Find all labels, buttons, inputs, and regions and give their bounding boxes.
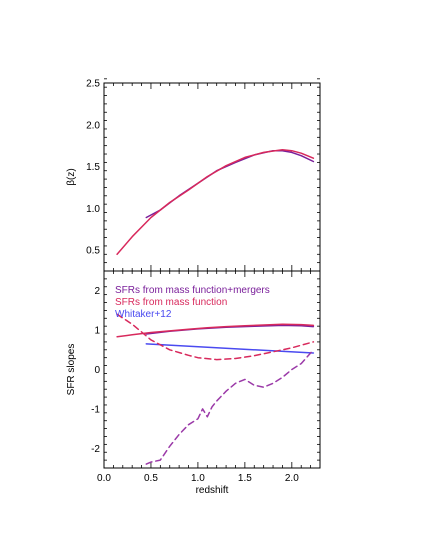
y-tick-label: 0	[94, 365, 100, 376]
y-axis-label: SFR slopes	[66, 344, 77, 396]
x-tick-label: 1.0	[191, 473, 205, 484]
y-tick-label: 1.5	[86, 162, 100, 173]
x-tick-label: 0.5	[144, 473, 158, 484]
y-tick-label: -1	[91, 404, 100, 415]
y-tick-label: 2	[94, 286, 100, 297]
plot-frame-bottom	[103, 270, 321, 469]
bottom-series-4-line	[145, 349, 315, 465]
plot-frame-top	[103, 82, 321, 272]
legend-entry: SFRs from mass function	[115, 297, 227, 308]
y-tick-label: 1	[94, 326, 100, 337]
y-axis-label: β(z)	[66, 168, 77, 185]
y-tick-label: 2.5	[86, 79, 100, 90]
x-tick-label: 0.0	[97, 473, 111, 484]
bottom-series-1-line	[116, 323, 315, 338]
y-tick-label: 2.0	[86, 120, 100, 131]
bottom-series-2-line	[145, 343, 315, 354]
x-tick-label: 2.0	[285, 473, 299, 484]
x-tick-label: 1.5	[238, 473, 252, 484]
legend-entry: Whitaker+12	[115, 309, 172, 320]
y-tick-label: 0.5	[86, 246, 100, 257]
x-axis-label: redshift	[196, 485, 229, 496]
top-series-0-line	[145, 149, 315, 219]
bottom-series-3-line	[116, 313, 315, 361]
top-series-1-line	[116, 149, 315, 256]
legend-entry: SFRs from mass function+mergers	[115, 285, 270, 296]
bottom-panel: -2 -1 0 1 2 0.0 0.5 1.0 1.5 2.0 SFR slopes redshift…	[66, 270, 321, 496]
top-panel: 0.5 1.0 1.5 2.0 2.5 β(z)	[66, 78, 321, 272]
y-tick-label: 1.0	[86, 204, 100, 215]
y-tick-label: -2	[91, 444, 100, 455]
